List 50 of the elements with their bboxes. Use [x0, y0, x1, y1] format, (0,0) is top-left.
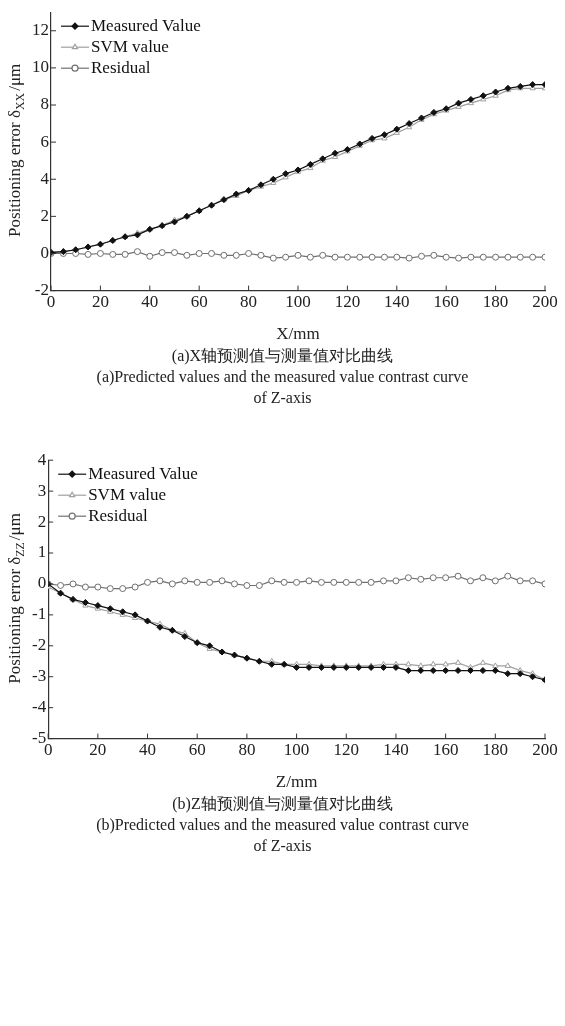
y-tick-label: 2 — [37, 511, 47, 531]
y-tick-label: 1 — [37, 542, 47, 562]
y-tick-label: -3 — [31, 666, 47, 686]
x-tick-label: 20 — [89, 740, 107, 760]
x-tick-label: 180 — [482, 740, 509, 760]
x-tick-label: 200 — [532, 740, 558, 760]
x-tick-label: 100 — [285, 292, 311, 312]
text: (a)X轴预测值与测量值对比曲线 — [170, 346, 395, 366]
text: (a)Predicted values and the measured value contrast curve of Z-axis — [95, 367, 470, 408]
legend-label: Measured Value — [88, 463, 198, 483]
y-tick-label: -1 — [31, 604, 47, 624]
x-tick-label: 40 — [139, 740, 157, 760]
text: (b)Predicted values and the measured value contrast curve of Z-axis — [95, 815, 470, 856]
legend-label: Residual — [91, 57, 151, 77]
x-tick-label: 180 — [482, 292, 509, 312]
x-tick-label: 60 — [188, 740, 206, 760]
x-tick-label: 120 — [333, 740, 360, 760]
x-tick-label: 140 — [384, 292, 410, 312]
x-tick-label: 80 — [238, 740, 256, 760]
y-tick-label: 4 — [37, 449, 47, 469]
y-tick-label: 2 — [40, 205, 49, 225]
x-tick-label: 80 — [240, 292, 258, 312]
x-tick-label: 120 — [334, 292, 361, 312]
x-tick-label: 160 — [433, 292, 459, 312]
legend-label: SVM value — [91, 36, 169, 56]
legend-label: SVM value — [88, 484, 167, 504]
legend-label: Residual — [88, 505, 148, 525]
legend-label: Measured Value — [91, 15, 201, 35]
text: (b)Z轴预测值与测量值对比曲线 — [171, 794, 394, 814]
x-axis-title: Z/mm — [275, 772, 318, 792]
y-axis-title: Positioning error δXX/μm — [5, 63, 28, 238]
x-tick-label: 140 — [383, 740, 409, 760]
y-tick-label: 12 — [32, 20, 49, 40]
x-tick-label: 40 — [141, 292, 159, 312]
y-axis-title: Positioning error δZZ/μm — [5, 513, 28, 684]
y-tick-label: 4 — [40, 168, 50, 188]
y-tick-label: 0 — [40, 242, 49, 262]
x-axis-title: X/mm — [276, 324, 320, 344]
y-tick-label: 6 — [40, 131, 49, 151]
x-tick-label: 60 — [190, 292, 208, 312]
y-tick-label: 3 — [37, 480, 47, 500]
x-tick-label: 20 — [91, 292, 109, 312]
y-tick-label: 10 — [32, 57, 49, 77]
y-tick-label: 0 — [37, 573, 47, 593]
y-tick-label: -2 — [31, 635, 47, 655]
y-tick-label: 8 — [40, 94, 49, 114]
x-tick-label: 160 — [432, 740, 459, 760]
x-tick-label: 100 — [283, 740, 310, 760]
y-tick-label: -4 — [31, 697, 47, 717]
x-tick-label: 200 — [532, 292, 558, 312]
